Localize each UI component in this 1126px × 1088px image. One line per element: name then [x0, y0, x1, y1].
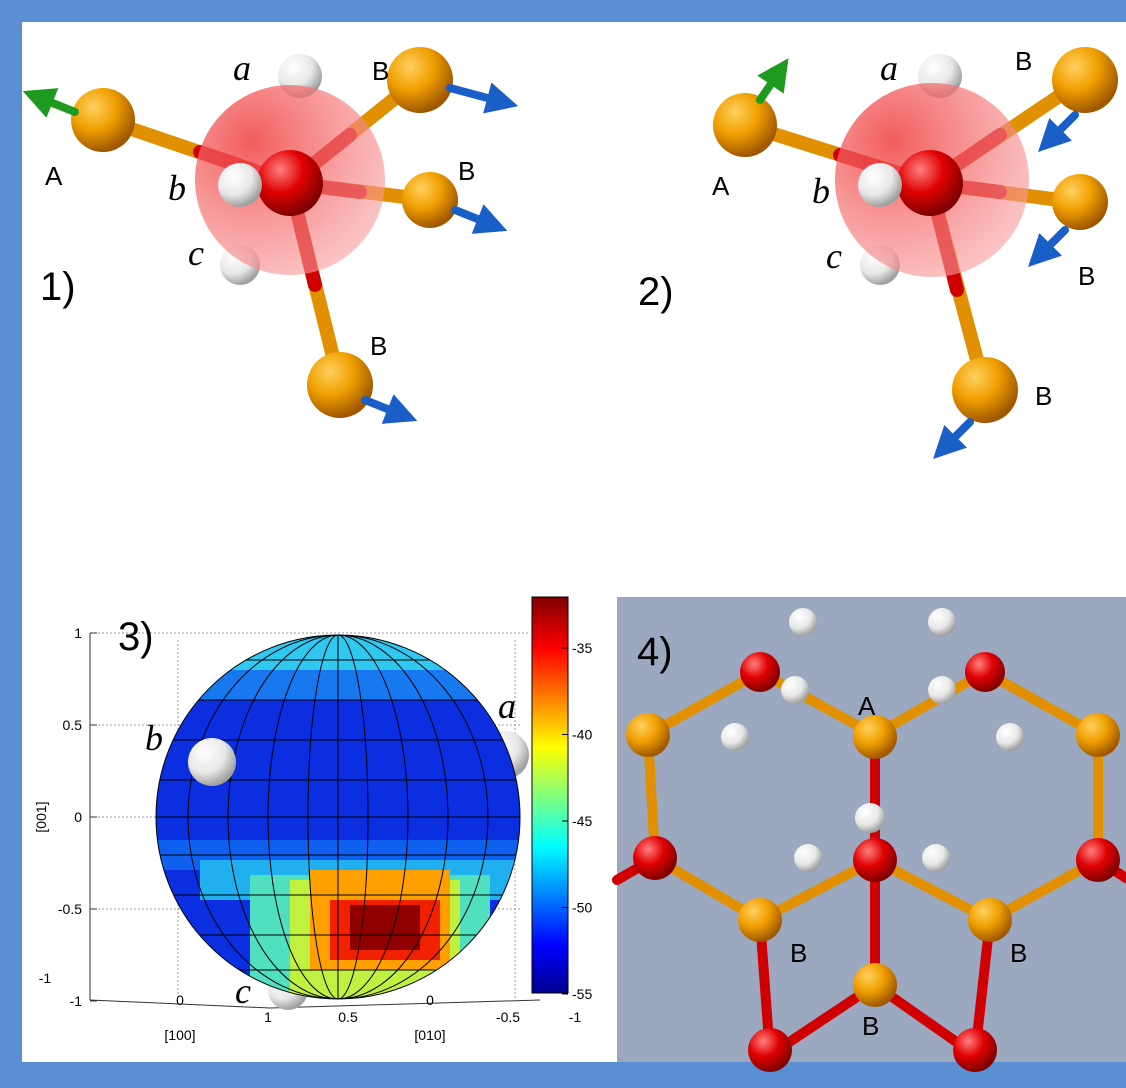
panel-4	[617, 597, 1126, 1072]
x-axis-label: [010]	[414, 1027, 445, 1043]
b-atom	[402, 172, 458, 228]
x-tick-label: 0	[176, 992, 184, 1008]
atom-label: c	[235, 971, 251, 1011]
colorbar-tick-label: -45	[572, 813, 592, 829]
atom-label: B	[458, 156, 475, 186]
b-atom	[71, 88, 135, 152]
panel-label: 4)	[637, 630, 673, 674]
atom-label: b	[812, 171, 830, 211]
panel-label: 3)	[118, 615, 154, 659]
b-atom	[713, 93, 777, 157]
atom-label: B	[790, 938, 807, 968]
panel-label: 2)	[638, 270, 674, 314]
h-atom	[858, 163, 902, 207]
x-tick-label: -1	[39, 970, 52, 986]
colorbar-tick-label: -40	[572, 727, 592, 743]
y-tick-label: 0.5	[63, 717, 83, 733]
atom-label: B	[370, 331, 387, 361]
b-atom	[1052, 47, 1118, 113]
atom-label: b	[168, 168, 186, 208]
y-tick-label: 1	[74, 625, 82, 641]
atom-label: A	[858, 691, 876, 721]
o-atom	[257, 150, 323, 216]
atom-label: A	[712, 171, 730, 201]
y-axis-label: [001]	[33, 801, 49, 832]
x-tick-label: 0	[426, 992, 434, 1008]
atom-label: a	[233, 48, 251, 88]
colorbar	[532, 597, 568, 993]
atom-label: c	[188, 233, 204, 273]
x-tick-label: 0.5	[338, 1009, 358, 1025]
h-atom	[188, 738, 236, 786]
atom-label: B	[1035, 381, 1052, 411]
figure: A a b c B B B 1) A a b c B B B 2) 3) [00…	[0, 0, 1126, 1088]
b-atom	[387, 47, 453, 113]
atom-label: B	[1010, 938, 1027, 968]
atom-label: A	[45, 161, 63, 191]
b-atom	[952, 357, 1018, 423]
atom-label: b	[145, 718, 163, 758]
b-atom	[1052, 174, 1108, 230]
atom-label: B	[372, 56, 389, 86]
panel-label: 1)	[40, 265, 76, 309]
y-tick-label: -1	[70, 993, 83, 1009]
colorbar-tick-label: -50	[572, 900, 592, 916]
atom-label: B	[862, 1011, 879, 1041]
x-axis-label: [100]	[164, 1027, 195, 1043]
atom-label: c	[826, 236, 842, 276]
x-tick-label: 1	[264, 1009, 272, 1025]
colorbar-tick-label: -35	[572, 640, 592, 656]
x-tick-label: -0.5	[496, 1009, 520, 1025]
b-atom	[307, 352, 373, 418]
atom-label: a	[880, 48, 898, 88]
y-tick-label: 0	[74, 809, 82, 825]
o-atom	[897, 150, 963, 216]
h-atom	[218, 163, 262, 207]
x-tick-label: -1	[569, 1009, 582, 1025]
colorbar-tick-label: -55	[572, 986, 592, 1002]
atom-label: B	[1078, 261, 1095, 291]
atom-label: B	[1015, 46, 1032, 76]
y-tick-label: -0.5	[58, 901, 82, 917]
atom-label: a	[498, 686, 516, 726]
